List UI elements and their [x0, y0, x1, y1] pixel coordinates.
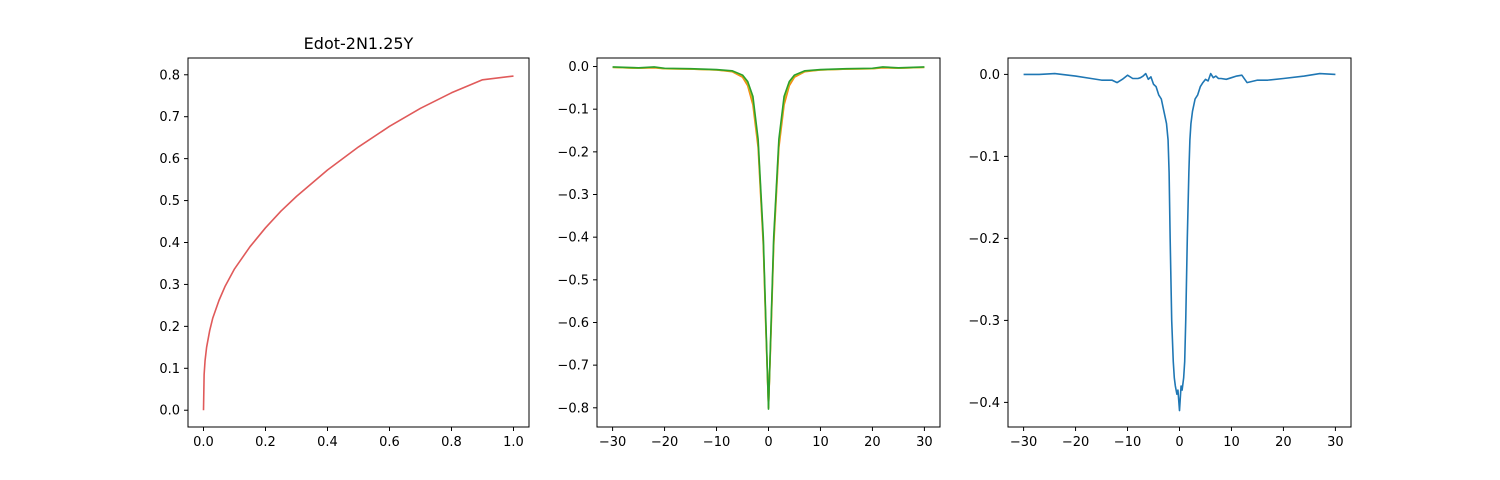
series-line-3: [612, 66, 925, 410]
x-tick-label: −20: [1062, 435, 1089, 450]
y-tick-label: 0.1: [159, 362, 180, 377]
y-tick-label: −0.6: [557, 316, 589, 331]
series-line-2: [612, 66, 925, 409]
y-tick-label: 0.3: [159, 278, 180, 293]
x-tick-label: 10: [1223, 435, 1240, 450]
axes-frame: [596, 57, 941, 428]
x-tick-label: 1.0: [503, 435, 524, 450]
x-tick-label: 0.8: [441, 435, 462, 450]
y-tick-label: −0.1: [968, 150, 1000, 165]
x-tick-label: 30: [916, 435, 933, 450]
chart-panel-3: −30 −20 −10 0 10 20 30 0.0 −0.1 −0.2 −0.3 −0.4: [968, 57, 1352, 450]
y-tick-label: −0.8: [557, 401, 589, 416]
x-tick-label: 0.4: [317, 435, 338, 450]
x-tick-label: 0.0: [193, 435, 214, 450]
x-tick-label: −30: [599, 435, 626, 450]
x-tick-label: 10: [812, 435, 829, 450]
x-tick-label: −30: [1010, 435, 1037, 450]
y-tick-label: 0.0: [568, 60, 589, 75]
x-tick-label: 0.6: [379, 435, 400, 450]
y-tick-label: 0.6: [159, 152, 180, 167]
axes-frame: [187, 57, 530, 428]
series-line-1: [612, 66, 925, 409]
chart-panel-2: −30 −20 −10 0 10 20 30 0.0 −0.1 −0.2 −0.3 −0.4 −0.5 −…: [557, 57, 941, 450]
x-tick-label: 20: [864, 435, 881, 450]
y-tick-label: −0.2: [968, 232, 1000, 247]
x-tick-label: −20: [651, 435, 678, 450]
y-tick-label: −0.4: [557, 231, 589, 246]
chart-panel-1: 0.0 0.2 0.4 0.6 0.8 1.0 0.0 0.1 0.2 0.3 0.4 0.5 0.6 0…: [159, 34, 530, 450]
x-tick-label: −10: [703, 435, 730, 450]
y-tick-label: 0.0: [979, 68, 1000, 83]
axes-frame: [1007, 57, 1352, 428]
y-tick-label: 0.2: [159, 320, 180, 335]
chart-title: Edot-2N1.25Y: [304, 34, 414, 53]
x-tick-label: 0.2: [255, 435, 276, 450]
x-tick-label: 0: [1175, 435, 1183, 450]
y-tick-label: −0.4: [968, 396, 1000, 411]
y-tick-label: 0.0: [159, 404, 180, 419]
y-tick-label: 0.4: [159, 236, 180, 251]
y-tick-label: −0.3: [968, 314, 1000, 329]
y-tick-label: 0.5: [159, 194, 180, 209]
y-tick-label: 0.7: [159, 110, 180, 125]
y-tick-label: −0.3: [557, 188, 589, 203]
x-tick-label: 20: [1275, 435, 1292, 450]
y-tick-label: −0.7: [557, 359, 589, 374]
y-tick-label: −0.2: [557, 145, 589, 160]
x-tick-label: 30: [1327, 435, 1344, 450]
y-tick-label: −0.1: [557, 103, 589, 118]
series-line-1: [202, 75, 514, 411]
y-tick-label: 0.8: [159, 68, 180, 83]
x-tick-label: 0: [764, 435, 772, 450]
series-line-1: [1023, 72, 1336, 412]
x-tick-label: −10: [1114, 435, 1141, 450]
y-tick-label: −0.5: [557, 273, 589, 288]
